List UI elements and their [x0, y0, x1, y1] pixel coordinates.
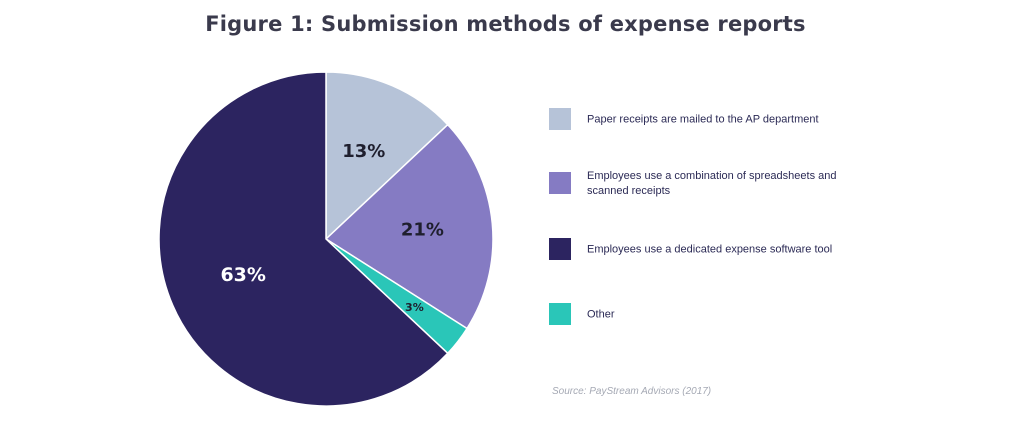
legend-item-other: Other: [549, 303, 879, 327]
pie-label-2: 3%: [405, 301, 424, 314]
legend-label-dedicated: Employees use a dedicated expense softwa…: [587, 243, 833, 256]
chart-title: Figure 1: Submission methods of expense …: [205, 12, 806, 36]
legend-swatch-combination: [549, 172, 571, 194]
legend-label-paper: Paper receipts are mailed to the AP depa…: [587, 113, 819, 126]
pie-label-0: 13%: [342, 141, 385, 162]
legend-item-paper: Paper receipts are mailed to the AP depa…: [549, 108, 879, 132]
pie-slice-3: [158, 71, 449, 407]
legend-label-other: Other: [587, 308, 615, 321]
pie-slice-1: [325, 123, 494, 330]
legend-swatch-other: [549, 303, 571, 325]
legend-swatch-paper: [549, 108, 571, 130]
pie-label-1: 21%: [401, 219, 444, 240]
pie-label-3: 63%: [220, 264, 265, 286]
legend-label-combination: Employees use a combination of spreadshe…: [587, 170, 837, 197]
pie-slice-0: [325, 71, 449, 240]
legend-item-combination: Employees use a combination of spreadshe…: [549, 170, 879, 197]
source-note: Source: PayStream Advisors (2017): [552, 386, 712, 397]
legend-item-dedicated: Employees use a dedicated expense softwa…: [549, 238, 879, 262]
legend-swatch-dedicated: [549, 238, 571, 260]
